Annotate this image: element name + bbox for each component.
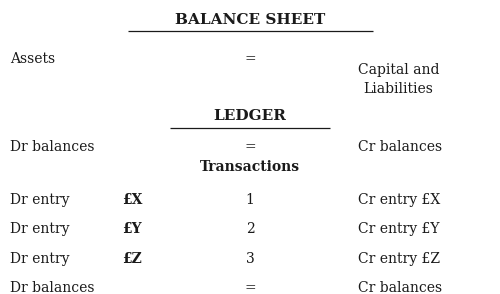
Text: Dr entry: Dr entry <box>10 222 70 236</box>
Text: LEDGER: LEDGER <box>214 109 286 123</box>
Text: Transactions: Transactions <box>200 160 300 174</box>
Text: =: = <box>244 140 256 154</box>
Text: £Y: £Y <box>122 222 142 236</box>
Text: Cr balances: Cr balances <box>358 140 442 154</box>
Text: Cr balances: Cr balances <box>358 281 442 294</box>
Text: 1: 1 <box>246 193 254 207</box>
Text: Assets: Assets <box>10 52 55 66</box>
Text: =: = <box>244 281 256 294</box>
Text: £X: £X <box>122 193 143 207</box>
Text: Capital and
Liabilities: Capital and Liabilities <box>358 63 439 96</box>
Text: 3: 3 <box>246 252 254 266</box>
Text: BALANCE SHEET: BALANCE SHEET <box>175 13 325 27</box>
Text: £Z: £Z <box>122 252 142 266</box>
Text: 2: 2 <box>246 222 254 236</box>
Text: Cr entry £Y: Cr entry £Y <box>358 222 439 236</box>
Text: Dr balances: Dr balances <box>10 281 94 294</box>
Text: Dr balances: Dr balances <box>10 140 94 154</box>
Text: Cr entry £X: Cr entry £X <box>358 193 440 207</box>
Text: =: = <box>244 52 256 66</box>
Text: Dr entry: Dr entry <box>10 193 70 207</box>
Text: Dr entry: Dr entry <box>10 252 70 266</box>
Text: Cr entry £Z: Cr entry £Z <box>358 252 440 266</box>
